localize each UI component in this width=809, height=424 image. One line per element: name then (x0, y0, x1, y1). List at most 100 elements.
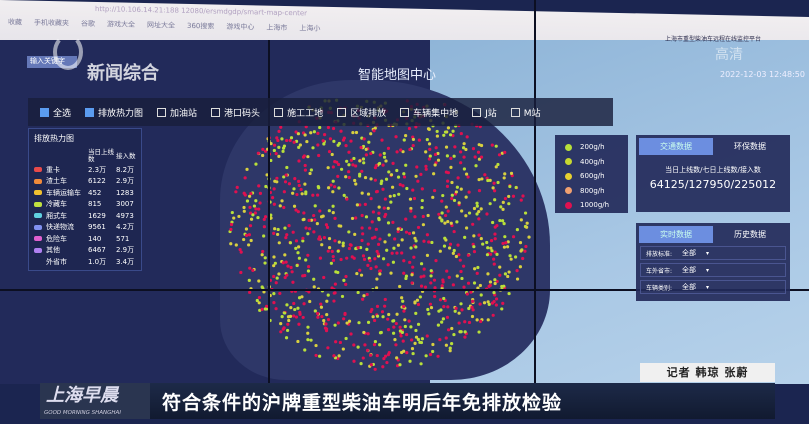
heat-point (327, 246, 332, 250)
favorite-link[interactable]: 360搜索 (187, 21, 215, 31)
favorite-link[interactable]: 上海市 (266, 23, 288, 33)
vehicle-row[interactable]: 车辆运输车 452 1283 (29, 187, 141, 199)
heat-point (331, 204, 335, 208)
favorite-link[interactable]: 游戏中心 (226, 22, 255, 32)
favorite-link[interactable]: 上海小 (299, 24, 321, 33)
vehicle-row[interactable]: 其他 6467 2.9万 (29, 245, 141, 257)
channel-logo-text: 新闻综合 (87, 63, 159, 84)
heat-point (502, 176, 506, 180)
filter-checkbox[interactable]: 施工工地 (274, 106, 323, 119)
vehicle-row[interactable]: 重卡 2.3万 8.2万 (29, 164, 141, 176)
legend-dot-icon (565, 158, 572, 166)
heat-point (276, 227, 280, 232)
heat-point (396, 229, 400, 234)
heat-point (248, 205, 252, 209)
filter-select[interactable]: 车辆类别: 全部 ▾ (640, 280, 786, 294)
heat-point (440, 284, 444, 288)
monitor-bezel (0, 289, 809, 291)
heat-point (283, 253, 287, 257)
heat-point (286, 315, 291, 319)
heat-point (422, 239, 426, 243)
filter-checkbox[interactable]: 区域排放 (337, 106, 386, 119)
filter-checkbox[interactable]: J站 (472, 106, 497, 119)
heat-point (304, 226, 308, 230)
vehicle-row[interactable]: 渣土车 6122 2.9万 (29, 176, 141, 188)
filter-checkbox[interactable]: 车辆集中地 (400, 106, 458, 119)
heat-point (293, 177, 297, 181)
heat-point (460, 209, 464, 213)
heat-point (308, 171, 312, 176)
filter-checkbox[interactable]: 排放热力图 (85, 106, 143, 119)
tab-history[interactable]: 历史数据 (734, 230, 766, 239)
tab-realtime[interactable]: 实时数据 (639, 226, 713, 243)
favorite-link[interactable]: 收藏 (8, 18, 22, 27)
filter-checkbox[interactable]: M站 (510, 106, 541, 119)
favorite-link[interactable]: 网址大全 (147, 21, 175, 30)
checkbox-icon[interactable] (472, 107, 482, 117)
address-bar[interactable]: http://10.106.14.21:188 12080/ersmdgdp/s… (95, 4, 308, 18)
vehicle-row[interactable]: 快递物流 9561 4.2万 (29, 222, 141, 234)
heat-point (326, 125, 331, 130)
heat-point (485, 253, 490, 257)
heat-point (411, 188, 415, 192)
vehicle-row[interactable]: 厢式车 1629 4973 (29, 210, 141, 222)
heat-point (301, 236, 305, 240)
heat-point (349, 139, 353, 143)
heat-point (419, 362, 423, 366)
heat-point (429, 274, 433, 278)
checkbox-icon[interactable] (40, 107, 49, 117)
heat-point (383, 297, 387, 302)
vehicle-row[interactable]: 危险车 140 571 (29, 233, 141, 245)
favorites-bar: 收藏 手机收藏夹 谷歌 游戏大全 网址大全 360搜索 游戏中心 上海市 上海小 (8, 17, 320, 34)
vehicle-type: 厢式车 (46, 211, 67, 220)
online-count: 452 (88, 188, 102, 197)
total-count: 3.4万 (116, 257, 135, 266)
heat-point (402, 175, 407, 179)
checkbox-icon[interactable] (274, 107, 284, 117)
heat-point (486, 272, 490, 276)
filter-checkbox[interactable]: 港口码头 (211, 106, 260, 119)
filter-checkbox[interactable]: 全选 (40, 106, 71, 119)
checkbox-icon[interactable] (211, 107, 221, 117)
filter-select[interactable]: 车外省市: 全部 ▾ (640, 263, 786, 277)
heat-point (359, 362, 363, 366)
heat-point (494, 144, 498, 148)
heat-point (382, 257, 386, 261)
heat-point (503, 235, 507, 239)
heat-point (506, 240, 510, 244)
heat-point (414, 174, 418, 178)
heat-point (435, 129, 439, 134)
tab-env-data[interactable]: 环保数据 (734, 142, 766, 151)
heat-point (238, 247, 242, 252)
heat-point (277, 145, 281, 149)
tab-traffic-data[interactable]: 交通数据 (639, 138, 713, 155)
filter-select[interactable]: 排放标准: 全部 ▾ (640, 246, 786, 260)
checkbox-icon[interactable] (157, 107, 167, 117)
heat-point (508, 184, 512, 189)
favorite-link[interactable]: 手机收藏夹 (34, 18, 69, 28)
checkbox-icon[interactable] (400, 107, 410, 117)
heat-point (427, 142, 432, 146)
heat-point (394, 135, 398, 139)
filter-checkbox[interactable]: 加油站 (157, 106, 197, 119)
select-value: 全部 (682, 249, 697, 257)
heat-point (229, 222, 234, 227)
favorite-link[interactable]: 游戏大全 (107, 20, 135, 29)
heat-point (365, 292, 369, 297)
favorite-link[interactable]: 谷歌 (81, 19, 95, 28)
heat-point (464, 214, 468, 218)
checkbox-icon[interactable] (510, 107, 520, 117)
heat-point (278, 291, 282, 296)
checkbox-icon[interactable] (337, 107, 347, 117)
heat-point (359, 273, 364, 277)
heat-point (477, 177, 481, 182)
checkbox-icon[interactable] (85, 107, 95, 117)
heat-point (265, 304, 269, 308)
headline: 符合条件的沪牌重型柴油车明后年免排放检验 (162, 391, 563, 414)
heat-point (280, 199, 284, 203)
heat-point (322, 275, 326, 280)
vehicle-row[interactable]: 外省市 1.0万 3.4万 (29, 256, 141, 268)
vehicle-row[interactable]: 冷藏车 815 3007 (29, 199, 141, 211)
heat-point (387, 312, 391, 317)
heat-point (442, 305, 446, 309)
